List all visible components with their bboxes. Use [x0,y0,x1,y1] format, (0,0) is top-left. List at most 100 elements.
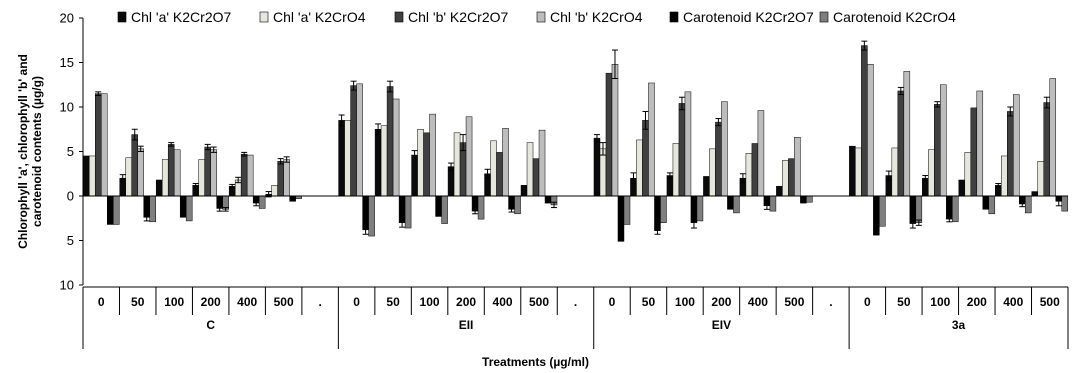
category-label: 50 [642,295,656,309]
bar [636,139,643,197]
bar [715,121,722,197]
bar [441,195,448,224]
bar [903,71,911,197]
legend-label: Chl 'a' K2Cr2O7 [131,9,231,25]
bar [526,142,534,197]
category-label: 50 [386,295,400,309]
bar [727,195,734,210]
bar [362,195,369,231]
y-tick-label: 0 [67,189,74,204]
category-label: 100 [675,295,695,309]
bar [861,45,868,197]
bar [721,101,728,197]
bar [800,195,807,204]
legend-swatch [669,11,679,23]
bar [952,195,959,223]
bar [417,129,424,197]
bar [958,179,966,197]
category-label: 400 [748,295,768,309]
bar [179,195,187,218]
bar [611,64,619,197]
bar [745,153,753,197]
y-axis-title-line: carotenoid contents (µg/g) [30,76,44,227]
bar [204,146,211,197]
bar [709,148,716,197]
group-label: EII [459,318,474,332]
y-tick-label: 5 [67,233,74,248]
legend-label: Carotenoid K2Cr2O7 [683,9,814,25]
bar [915,195,923,223]
category-label: 0 [98,295,105,309]
bar [1061,195,1069,212]
bar [344,120,351,197]
bar [776,185,783,197]
bar [350,85,357,197]
legend: Chl 'a' K2Cr2O7 Chl 'a' K2CrO4 Chl 'b' K2C… [117,9,956,25]
bar [806,195,813,203]
bar [88,155,96,197]
bar [1037,161,1045,197]
bar [660,195,667,223]
x-axis-title: Treatments (µg/ml) [482,355,589,369]
bar [788,158,795,197]
legend-swatch [394,11,404,23]
bar [1031,191,1039,197]
bar [733,195,740,214]
y-axis-title-line: Chlorophyll 'a', chlorophyll 'b' and [16,54,30,249]
bar [514,195,521,215]
bar [289,195,296,202]
category-label: 400 [493,295,513,309]
category-label: 100 [164,295,184,309]
category-label: 100 [420,295,440,309]
category-label: 200 [967,295,987,309]
bar [976,90,984,197]
bar [246,154,254,197]
bar [532,158,540,197]
bar [678,103,686,197]
bar [538,129,546,197]
bar [149,195,156,223]
category-label: 200 [456,295,476,309]
bar [271,185,278,197]
bar [404,195,412,229]
bar [490,140,497,197]
bar [946,195,953,220]
bar [125,157,132,197]
bar [891,147,899,197]
bar [167,144,175,197]
bar [642,120,649,197]
category-label: 200 [201,295,221,309]
bar [782,160,789,197]
bar [453,132,461,197]
category-label: 0 [864,295,871,309]
bar [593,137,601,197]
bar [502,128,509,197]
bar [94,93,102,197]
category-label: 500 [529,295,549,309]
legend-swatch [819,11,829,23]
bar [368,195,375,237]
bar [684,91,692,197]
bar [605,72,613,197]
bar [897,90,905,197]
bar [392,98,400,197]
y-tick-label: 10 [60,278,74,293]
y-axis-title: Chlorophyll 'a', chlorophyll 'b' andcaro… [16,54,44,249]
bar [240,153,248,197]
bar [477,195,485,220]
bar [544,195,552,204]
category-label: 50 [897,295,911,309]
bar [867,64,874,197]
y-axis-title-text: Chlorophyll 'a', chlorophyll 'b' andcaro… [16,54,44,249]
legend-label: Chl 'b' K2Cr2O7 [408,9,508,25]
group-label: 3a [952,318,966,332]
bar [283,159,290,197]
bar [672,143,680,197]
bar [435,195,442,217]
category-label: 100 [930,295,950,309]
category-label: . [318,295,321,309]
bar [380,125,388,197]
bar [496,152,503,197]
y-tick-label: 10 [60,100,74,115]
bar [940,84,947,197]
